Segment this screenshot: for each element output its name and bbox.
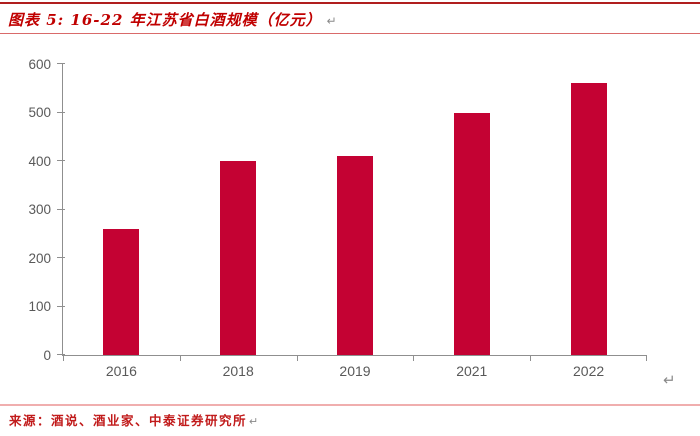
header-top-rule xyxy=(0,2,700,4)
y-axis-tick xyxy=(57,305,65,307)
bar-slot: 2018 xyxy=(180,64,297,379)
x-axis-label: 2016 xyxy=(105,363,137,379)
paragraph-return-icon: ↵ xyxy=(326,14,337,28)
bar-2016 xyxy=(103,228,140,355)
y-axis-label: 600 xyxy=(28,56,51,72)
bar-slot: 2016 xyxy=(63,64,180,379)
x-axis-tick xyxy=(530,355,532,361)
footer-top-rule xyxy=(0,404,700,406)
paragraph-return-icon: ↵ xyxy=(249,416,259,428)
y-axis-label: 200 xyxy=(28,250,51,266)
title-underline-rule xyxy=(0,33,700,34)
source-text: 来源：酒说、酒业家、中泰证券研究所 xyxy=(9,413,248,428)
x-axis-label: 2019 xyxy=(339,363,371,379)
y-axis-tick xyxy=(57,111,65,113)
x-axis-tick xyxy=(646,355,647,361)
x-axis-tick xyxy=(63,355,64,361)
y-axis-tick xyxy=(57,208,65,210)
y-axis-label: 0 xyxy=(43,347,51,363)
y-axis-label: 400 xyxy=(28,153,51,169)
plot-area: 2016 2018 2019 2021 2022 0 100 200 300 400 500 600 xyxy=(28,57,647,379)
bar-2019 xyxy=(336,156,373,355)
x-axis-label: 2022 xyxy=(573,363,605,379)
x-axis-label: 2018 xyxy=(222,363,254,379)
y-axis-tick xyxy=(57,257,65,258)
source-row: 来源：酒说、酒业家、中泰证券研究所 ↵ xyxy=(9,410,258,430)
y-axis-tick xyxy=(57,63,65,64)
bar-slot: 2021 xyxy=(413,64,530,379)
figure-title-row: 图表 5: 16-22 年江苏省白酒规模（亿元） ↵ xyxy=(8,9,337,30)
bar-2018 xyxy=(220,161,257,355)
x-axis-label: 2021 xyxy=(456,363,488,379)
y-axis-label: 300 xyxy=(28,201,51,217)
paragraph-return-icon: ↵ xyxy=(663,372,676,389)
bar-2022 xyxy=(570,83,607,355)
x-axis-tick xyxy=(296,355,298,361)
y-axis-tick xyxy=(57,160,65,161)
x-axis-tick xyxy=(413,355,415,361)
bar-slot: 2019 xyxy=(297,64,414,379)
figure-title: 图表 5: 16-22 年江苏省白酒规模（亿元） xyxy=(8,11,322,29)
bar-slot: 2022 xyxy=(530,64,647,379)
bar-2021 xyxy=(453,112,490,355)
x-axis-tick xyxy=(179,355,181,361)
bars-row: 2016 2018 2019 2021 2022 xyxy=(63,64,647,379)
y-axis-label: 100 xyxy=(28,298,51,314)
y-axis-tick xyxy=(57,354,65,355)
y-axis-label: 500 xyxy=(28,104,51,120)
